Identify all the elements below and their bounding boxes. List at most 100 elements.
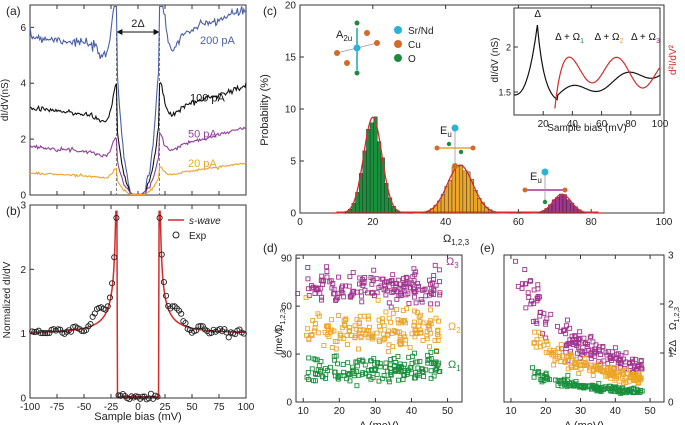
exp-data-point bbox=[158, 251, 165, 258]
scatter-point bbox=[565, 372, 571, 378]
scatter-point bbox=[429, 360, 435, 366]
scatter-point bbox=[596, 387, 602, 392]
scatter-point bbox=[431, 272, 437, 278]
scatter-point bbox=[567, 380, 573, 386]
scatter-point bbox=[598, 352, 604, 358]
scatter-point bbox=[409, 360, 415, 366]
scatter-point bbox=[534, 371, 540, 377]
swave-fit-line bbox=[30, 210, 246, 398]
inset-peak-label: Δ + Ω3 bbox=[631, 32, 660, 45]
scatter-point bbox=[623, 350, 629, 356]
panel-d-ylabel: Ω1,2,3 bbox=[274, 309, 287, 332]
panel-b-x-tick-label: 75 bbox=[213, 402, 225, 413]
scatter-point bbox=[322, 329, 328, 335]
panel-b-x-tick-label: 0 bbox=[135, 402, 141, 413]
exp-data-point bbox=[44, 330, 51, 337]
scatter-point bbox=[305, 326, 311, 332]
panel-d-x-tick-label: 50 bbox=[442, 406, 454, 417]
scatter-point bbox=[306, 377, 311, 382]
panel-e-label: (e) bbox=[480, 241, 495, 255]
scatter-point bbox=[556, 349, 562, 355]
scatter-point bbox=[362, 287, 368, 293]
scatter-point bbox=[386, 315, 392, 321]
scatter-point bbox=[402, 334, 408, 340]
scatter-point bbox=[347, 294, 353, 299]
exp-data-point bbox=[240, 330, 247, 337]
scatter-point bbox=[412, 375, 417, 381]
scatter-point bbox=[427, 307, 433, 313]
inset-x-tick-label: 80 bbox=[625, 119, 637, 130]
scatter-point bbox=[306, 355, 312, 361]
inset-x-tick-label: 40 bbox=[567, 119, 579, 130]
histogram-bar bbox=[559, 193, 564, 214]
scatter-point bbox=[586, 347, 592, 353]
scatter-point bbox=[395, 353, 401, 359]
scatter-point bbox=[412, 272, 418, 278]
scatter-point bbox=[357, 281, 362, 287]
scatter-point bbox=[405, 291, 411, 297]
a2u-cu-atom bbox=[364, 30, 370, 36]
scatter-point bbox=[402, 317, 408, 323]
scatter-point bbox=[635, 388, 641, 394]
scatter-point bbox=[581, 363, 587, 369]
scatter-point bbox=[380, 276, 386, 282]
scatter-point bbox=[401, 276, 406, 282]
panel-b-x-tick-label: 100 bbox=[238, 402, 255, 413]
scatter-point bbox=[639, 366, 645, 372]
scatter-point bbox=[588, 333, 594, 339]
scatter-point bbox=[416, 283, 421, 289]
atom-legend-text: O bbox=[408, 54, 416, 65]
scatter-point bbox=[376, 285, 382, 290]
scatter-point bbox=[395, 377, 401, 383]
scatter-point bbox=[552, 357, 558, 363]
scatter-point bbox=[522, 267, 528, 273]
panel-c-y-tick-label: 10 bbox=[285, 105, 297, 116]
scatter-point bbox=[531, 301, 537, 307]
scatter-point bbox=[340, 362, 346, 367]
scatter-point bbox=[352, 335, 358, 341]
scatter-point bbox=[616, 356, 622, 362]
scatter-point bbox=[419, 299, 425, 305]
scatter-point bbox=[329, 285, 335, 291]
panel-e-x-tick-label: 40 bbox=[610, 406, 622, 417]
panel-d-y-tick-label: 90 bbox=[281, 254, 293, 265]
scatter-point bbox=[576, 337, 582, 343]
scatter-point bbox=[413, 300, 419, 306]
scatter-point bbox=[394, 307, 400, 312]
scatter-point bbox=[420, 320, 426, 326]
scatter-point bbox=[551, 347, 556, 353]
scatter-point bbox=[314, 357, 320, 363]
inset-x-tick-label: 100 bbox=[652, 119, 669, 130]
scatter-point bbox=[377, 364, 383, 370]
scatter-point bbox=[584, 362, 590, 368]
panel-b-x-tick-label: 25 bbox=[159, 402, 171, 413]
scatter-point bbox=[555, 323, 560, 329]
scatter-point bbox=[634, 363, 640, 369]
gaussian-fit-line bbox=[521, 193, 603, 214]
scatter-point bbox=[596, 344, 602, 350]
scatter-point bbox=[618, 357, 623, 363]
scatter-point bbox=[573, 337, 579, 343]
scatter-point bbox=[350, 364, 355, 370]
scatter-point bbox=[374, 330, 380, 336]
scatter-point bbox=[432, 338, 438, 344]
scatter-point bbox=[354, 383, 360, 389]
series-label: Ω3 bbox=[446, 256, 459, 270]
scatter-point bbox=[312, 325, 318, 331]
inset-xlabel: Sample bias (mV) bbox=[547, 123, 626, 134]
scatter-point bbox=[412, 308, 418, 314]
scatter-point bbox=[316, 313, 322, 319]
histogram-bar bbox=[369, 122, 374, 214]
scatter-point bbox=[371, 267, 377, 273]
gap-arrow-head bbox=[116, 29, 123, 35]
scatter-point bbox=[391, 356, 397, 361]
scatter-point bbox=[343, 317, 349, 323]
scatter-point bbox=[401, 288, 407, 294]
scatter-point bbox=[412, 289, 418, 295]
scatter-point bbox=[358, 333, 364, 339]
scatter-point bbox=[406, 300, 412, 306]
panel-c-y-tick-label: 5 bbox=[290, 157, 296, 168]
exp-data-point bbox=[111, 254, 118, 261]
exp-data-point bbox=[225, 334, 232, 341]
inset-x-tick-label: 60 bbox=[596, 119, 608, 130]
